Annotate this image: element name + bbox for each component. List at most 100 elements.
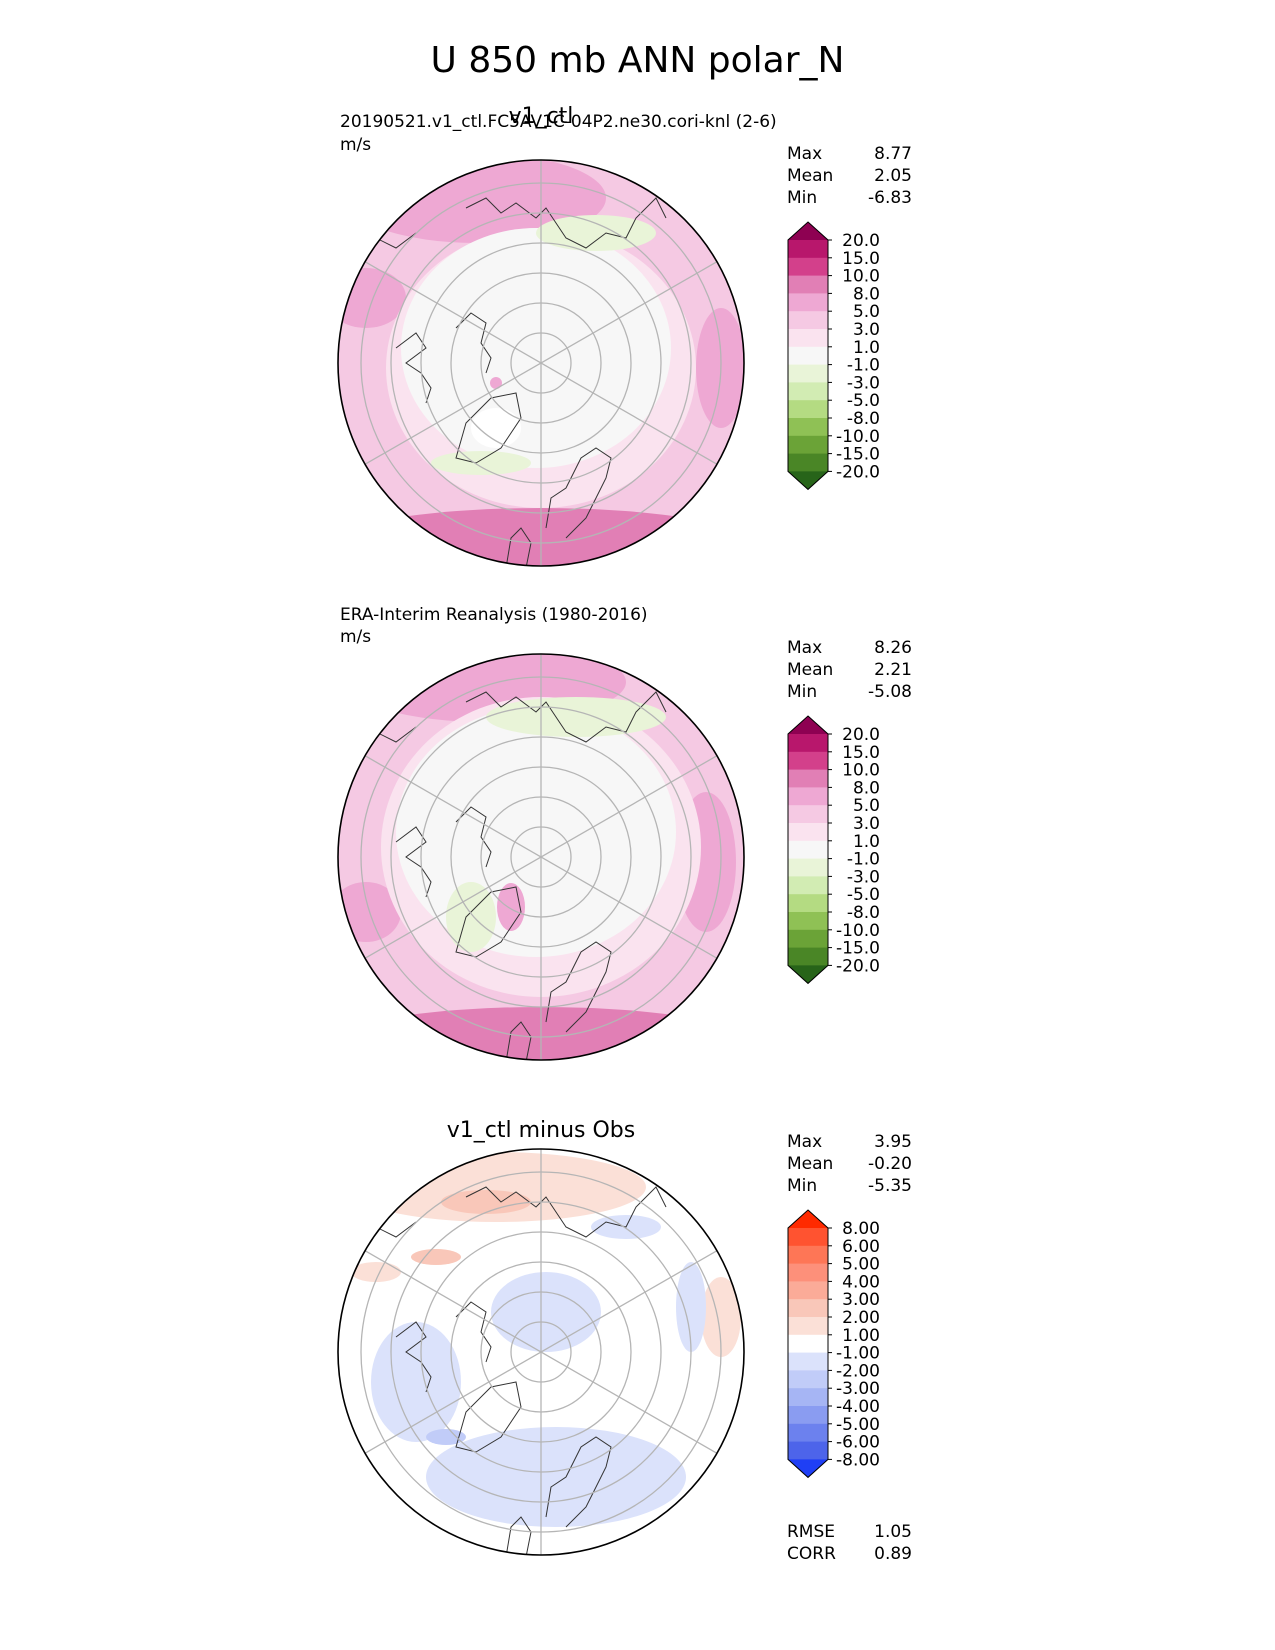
colorbar-tick-label: 1.0 bbox=[853, 832, 880, 852]
stat-mean-label: Mean bbox=[787, 166, 834, 186]
colorbar-tick-label: 5.0 bbox=[853, 796, 880, 816]
colorbar-segment bbox=[788, 912, 828, 931]
colorbar-tick-label: -1.00 bbox=[836, 1344, 880, 1364]
colorbar-tick-label: 3.0 bbox=[853, 320, 880, 340]
colorbar-segment bbox=[788, 1352, 828, 1371]
colorbar-extend-min bbox=[788, 1459, 828, 1478]
colorbar-tick-label: -5.00 bbox=[836, 1415, 880, 1435]
panel-3-metrics: RMSE 1.05 CORR 0.89 bbox=[787, 1522, 912, 1566]
colorbar-segment bbox=[788, 1245, 828, 1265]
colorbar-extend-max bbox=[788, 716, 828, 734]
colorbar-tick-label: 10.0 bbox=[842, 761, 880, 781]
colorbar-tick-label: -5.0 bbox=[847, 391, 880, 411]
colorbar-segment bbox=[788, 329, 828, 348]
colorbar-segment bbox=[788, 1299, 828, 1318]
colorbar-segment bbox=[788, 1423, 828, 1443]
colorbar-segment bbox=[788, 876, 828, 895]
colorbar-tick-label: -1.0 bbox=[847, 356, 880, 376]
colorbar-tick-label: -3.0 bbox=[847, 373, 880, 393]
stat-mean-label: Mean bbox=[787, 1154, 834, 1174]
stat-min-value: -5.35 bbox=[868, 1176, 912, 1196]
colorbar-segment bbox=[788, 453, 828, 472]
colorbar-segment bbox=[788, 734, 828, 753]
colorbar-extend-max bbox=[788, 1210, 828, 1228]
map-3-graticule bbox=[338, 1149, 744, 1555]
panel-3-polar-map bbox=[337, 1148, 745, 1556]
colorbar-segment bbox=[788, 293, 828, 312]
map-2-easterly-greenland bbox=[446, 882, 496, 952]
colorbar-tick-label: -15.0 bbox=[836, 939, 880, 959]
colorbar-tick-label: -4.00 bbox=[836, 1397, 880, 1417]
colorbar-tick-label: 6.00 bbox=[842, 1237, 880, 1257]
colorbar-segment bbox=[788, 858, 828, 877]
rmse-value: 1.05 bbox=[874, 1522, 912, 1542]
corr-label: CORR bbox=[787, 1544, 836, 1564]
map-1-easterly-siberia bbox=[536, 215, 656, 251]
colorbar-tick-label: 8.0 bbox=[853, 778, 880, 798]
colorbar-tick-label: 8.00 bbox=[842, 1219, 880, 1239]
stat-mean-value: 2.21 bbox=[874, 660, 912, 680]
stat-mean-value: 2.05 bbox=[874, 166, 912, 186]
colorbar-tick-label: 2.00 bbox=[842, 1308, 880, 1328]
stat-max-label: Max bbox=[787, 638, 823, 658]
colorbar-tick-label: 10.0 bbox=[842, 267, 880, 287]
map-3-positive-core bbox=[441, 1190, 531, 1214]
colorbar-segment bbox=[788, 1228, 828, 1247]
colorbar-tick-label: 5.0 bbox=[853, 302, 880, 322]
colorbar-segment bbox=[788, 751, 828, 771]
panel-1-polar-map bbox=[337, 159, 745, 567]
map-3-negative-pole bbox=[491, 1272, 601, 1352]
colorbar-tick-label: 15.0 bbox=[842, 249, 880, 269]
stat-min-label: Min bbox=[787, 1176, 818, 1196]
colorbar-segment bbox=[788, 823, 828, 842]
colorbar-tick-label: -15.0 bbox=[836, 445, 880, 465]
colorbar-segment bbox=[788, 769, 828, 788]
colorbar-tick-label: -8.0 bbox=[847, 903, 880, 923]
map-1-greenland-max bbox=[490, 377, 502, 389]
colorbar-segment bbox=[788, 1334, 828, 1354]
map-3-negative-west bbox=[371, 1322, 461, 1442]
map-2-easterly-siberia bbox=[486, 697, 666, 737]
stat-mean-value: -0.20 bbox=[868, 1154, 912, 1174]
map-1-easterly-greenland bbox=[431, 451, 531, 475]
map-1-boundary bbox=[337, 159, 745, 567]
colorbar-segment bbox=[788, 787, 828, 806]
map-1-calm-core bbox=[401, 228, 671, 468]
colorbar-segment bbox=[788, 364, 828, 383]
colorbar-tick-label: 15.0 bbox=[842, 743, 880, 763]
colorbar-tick-label: 3.00 bbox=[842, 1290, 880, 1310]
colorbar-tick-label: -5.0 bbox=[847, 885, 880, 905]
colorbar-tick-label: 3.0 bbox=[853, 814, 880, 834]
colorbar-extend-min bbox=[788, 965, 828, 984]
stat-min-label: Min bbox=[787, 682, 818, 702]
stat-max-label: Max bbox=[787, 144, 823, 164]
map-3-boundary bbox=[337, 1148, 745, 1556]
panel-3-stats: Max 3.95 Mean -0.20 Min -5.35 bbox=[787, 1132, 912, 1198]
panel-2-stats: Max 8.26 Mean 2.21 Min -5.08 bbox=[787, 638, 912, 704]
panel-2-polar-map bbox=[337, 653, 745, 1061]
map-3-positive-west bbox=[411, 1249, 461, 1265]
map-3-coastlines bbox=[355, 1186, 667, 1555]
map-2-graticule bbox=[338, 654, 744, 1060]
panel-1-colorbar: 20.015.010.08.05.03.01.0-1.0-3.0-5.0-8.0… bbox=[787, 221, 880, 491]
colorbar-segment bbox=[788, 257, 828, 277]
colorbar-segment bbox=[788, 311, 828, 330]
stat-max-value: 8.77 bbox=[874, 144, 912, 164]
panel-2-units: m/s bbox=[340, 627, 372, 647]
colorbar-tick-label: 5.00 bbox=[842, 1255, 880, 1275]
colorbar-segment bbox=[788, 435, 828, 455]
stat-min-value: -5.08 bbox=[868, 682, 912, 702]
panel-3-colorbar: 8.006.005.004.003.002.001.00-1.00-2.00-3… bbox=[787, 1209, 880, 1479]
map-1-greenland-core bbox=[471, 408, 521, 448]
colorbar-tick-label: -3.00 bbox=[836, 1379, 880, 1399]
colorbar-segment bbox=[788, 1281, 828, 1300]
colorbar-tick-label: -6.00 bbox=[836, 1433, 880, 1453]
panel-1-subtitle: 20190521.v1_ctl.FC5AV1C-04P2.ne30.cori-k… bbox=[340, 112, 777, 132]
colorbar-segment bbox=[788, 346, 828, 366]
map-2-boundary bbox=[337, 653, 745, 1061]
colorbar-tick-label: 8.0 bbox=[853, 284, 880, 304]
stat-max-value: 8.26 bbox=[874, 638, 912, 658]
colorbar-extend-min bbox=[788, 471, 828, 490]
colorbar-tick-label: 20.0 bbox=[842, 725, 880, 745]
stat-max-label: Max bbox=[787, 1132, 823, 1152]
